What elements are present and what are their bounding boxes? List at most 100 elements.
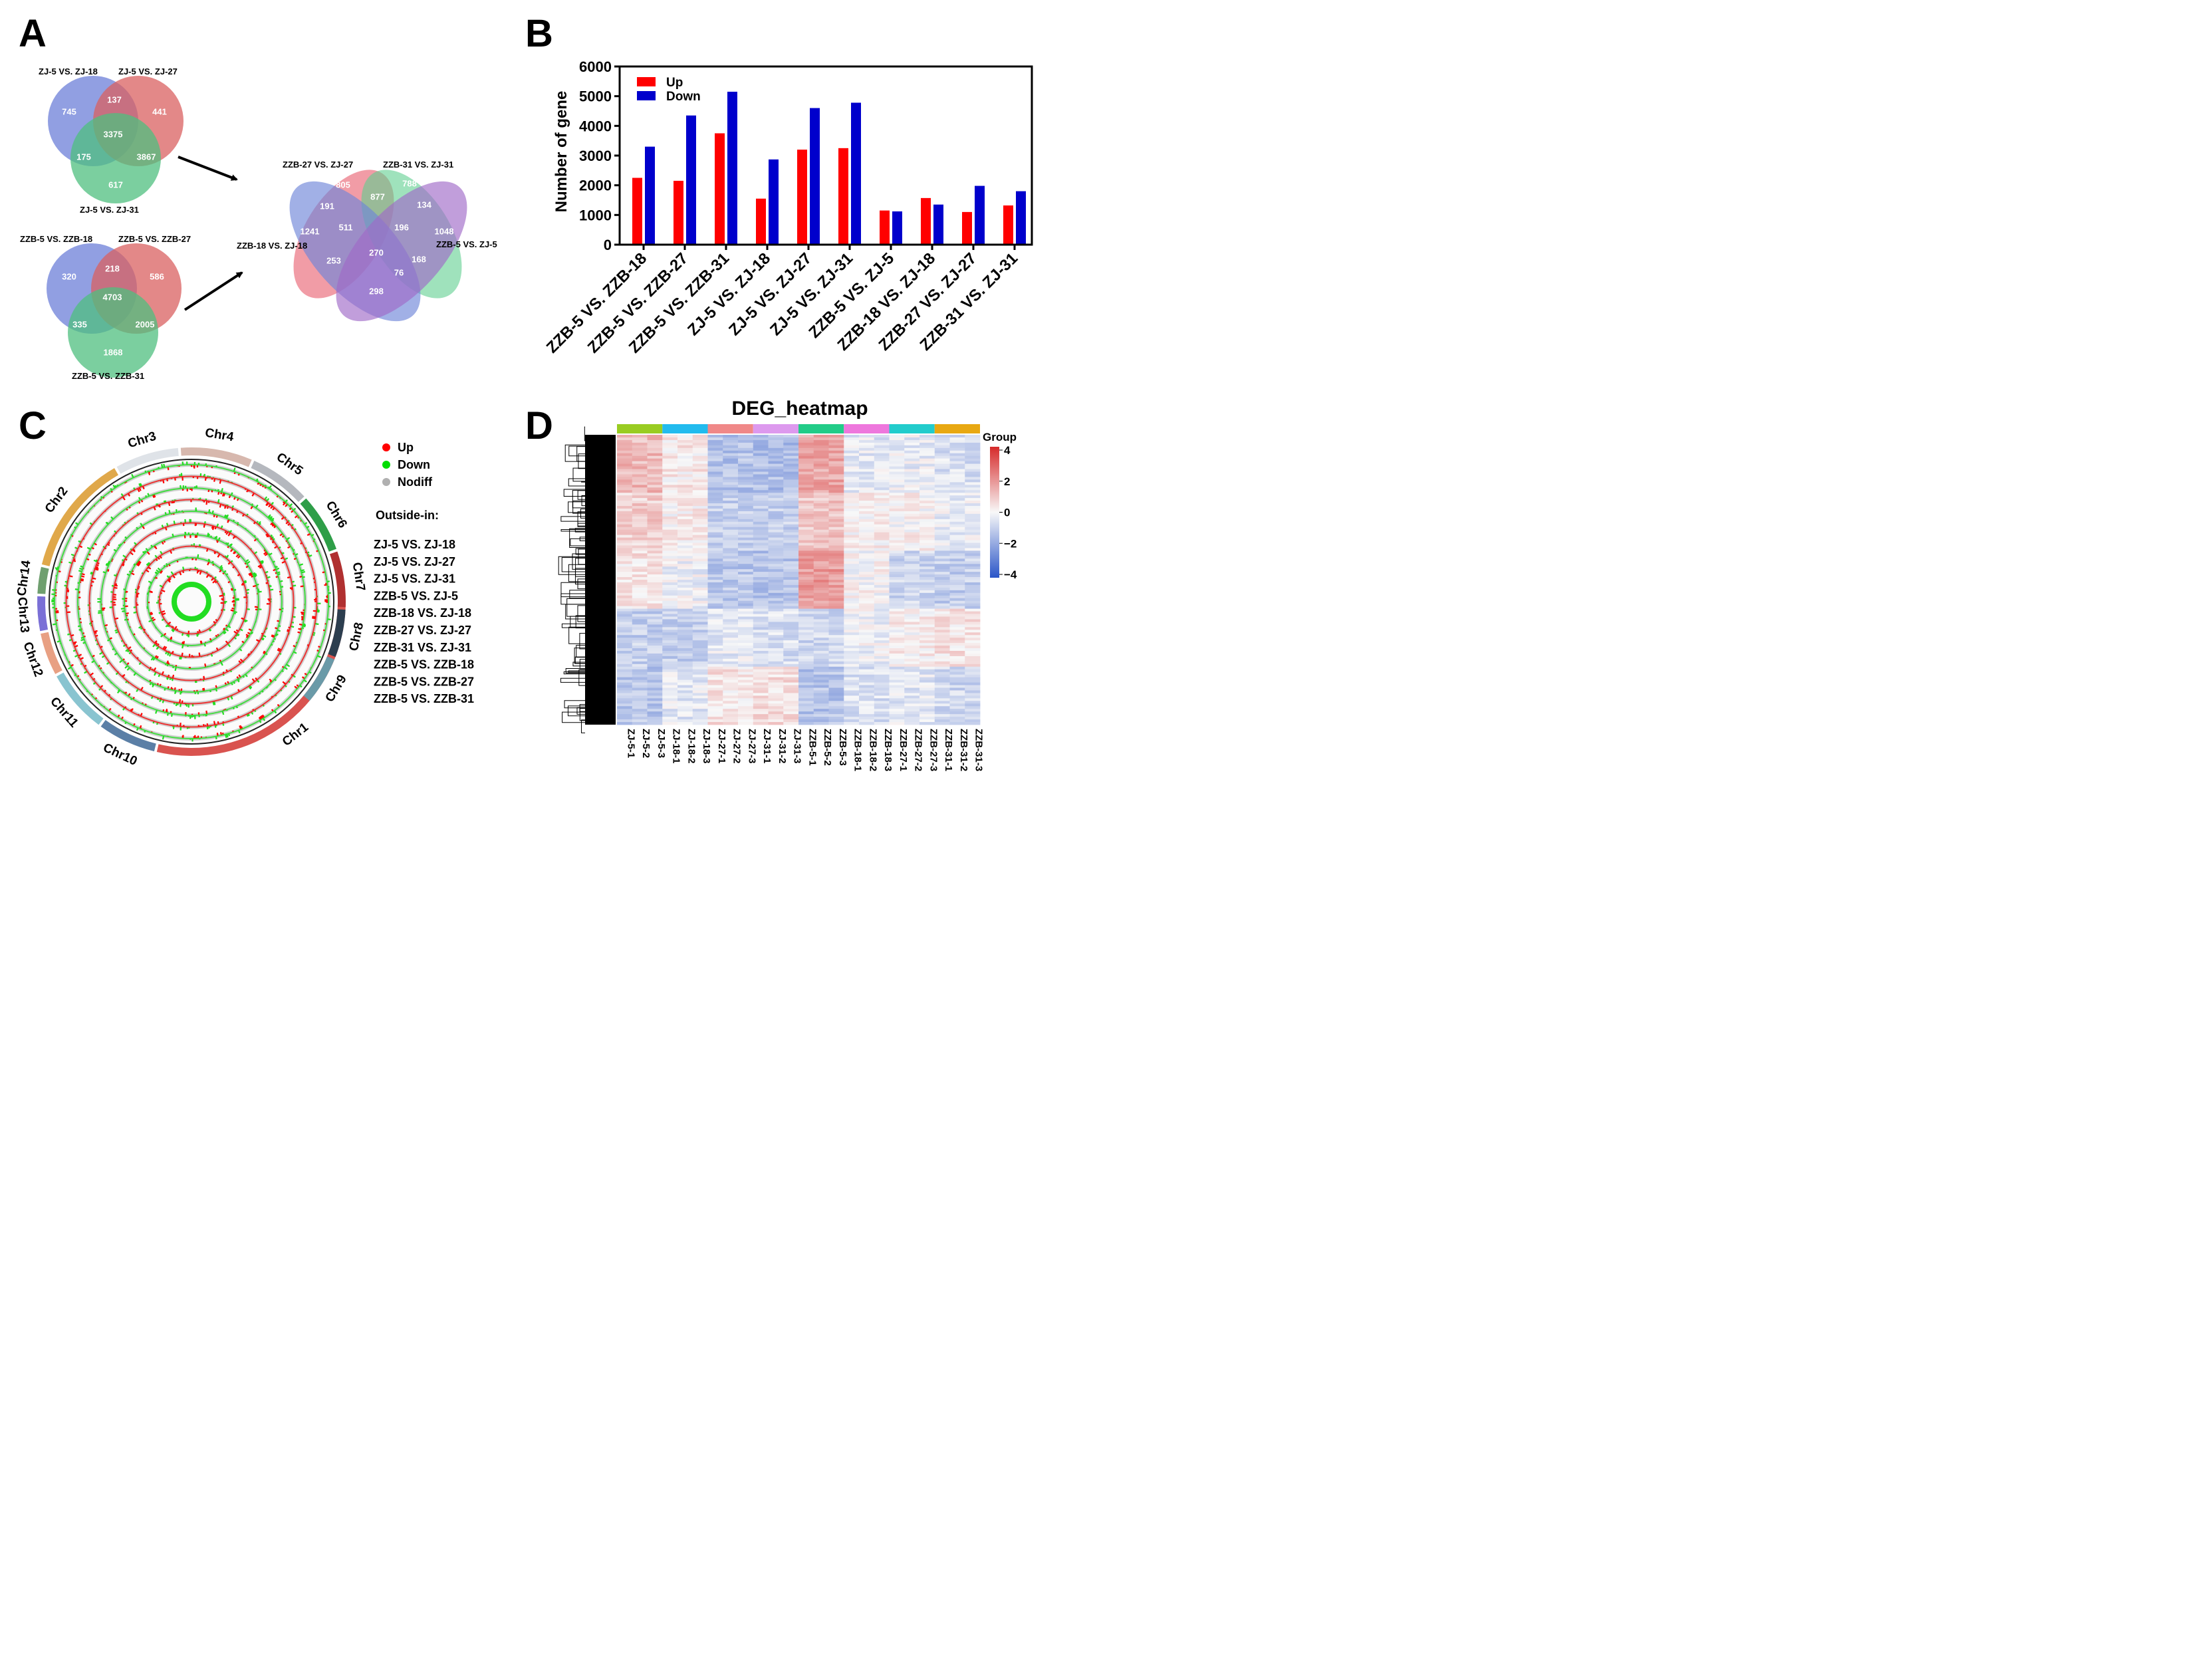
heatmap-cell (904, 661, 920, 665)
heatmap-cell (904, 577, 920, 580)
heatmap-cell (859, 455, 875, 459)
heatmap-cell (919, 677, 935, 681)
heatmap-cell (828, 669, 844, 673)
heatmap-cell (662, 587, 678, 591)
heatmap-cell (889, 640, 905, 644)
heatmap-cell (889, 485, 905, 488)
circos-up-mark (161, 589, 166, 592)
heatmap-cell (707, 572, 723, 575)
heatmap-cell (934, 682, 950, 685)
heatmap-cell (859, 656, 875, 660)
heatmap-cell (874, 614, 890, 617)
heatmap-cell (783, 439, 799, 443)
heatmap-cell (632, 511, 648, 515)
heatmap-cell (768, 516, 784, 520)
heatmap-cell (874, 435, 890, 438)
heatmap-cell (647, 535, 663, 538)
heatmap-cell (965, 503, 981, 507)
heatmap-cell (617, 590, 633, 594)
heatmap-cell (904, 508, 920, 512)
heatmap-cell (738, 608, 754, 612)
venn-four-count-4: 1048 (435, 227, 454, 237)
heatmap-cell (753, 635, 769, 638)
heatmap-cell (904, 635, 920, 638)
heatmap-cell (738, 717, 754, 720)
heatmap-cell (889, 527, 905, 531)
heatmap-cell (783, 513, 799, 517)
heatmap-cell (934, 542, 950, 546)
heatmap-cell (813, 569, 829, 572)
heatmap-cell (707, 501, 723, 504)
heatmap-cell (844, 638, 860, 641)
heatmap-cell (738, 632, 754, 636)
heatmap-cell (813, 627, 829, 630)
circos-chr-band-chr10 (100, 719, 156, 752)
heatmap-cell (753, 524, 769, 528)
heatmap-cell (723, 648, 739, 652)
heatmap-cell (813, 439, 829, 443)
heatmap-cell (723, 521, 739, 525)
heatmap-cell (768, 714, 784, 717)
heatmap-cell (723, 466, 739, 469)
heatmap-cell (965, 561, 981, 564)
heatmap-cell (692, 666, 708, 670)
heatmap-cell (813, 719, 829, 723)
heatmap-cell (617, 455, 633, 459)
heatmap-cell (889, 690, 905, 693)
circos-up-mark (154, 545, 158, 550)
heatmap-cell (949, 595, 965, 599)
heatmap-cell (828, 479, 844, 483)
heatmap-cell (904, 653, 920, 657)
heatmap-cell (677, 622, 693, 625)
heatmap-cell (949, 477, 965, 480)
heatmap-cell (647, 490, 663, 493)
heatmap-cell (949, 542, 965, 546)
heatmap-cell (844, 674, 860, 678)
heatmap-cell (828, 521, 844, 525)
heatmap-cell (844, 587, 860, 591)
heatmap-cell (889, 603, 905, 607)
heatmap-cell (677, 687, 693, 691)
heatmap-cell (662, 455, 678, 459)
heatmap-cell (647, 548, 663, 551)
heatmap-cell (738, 477, 754, 480)
circos-ring-label: ZZB-5 VS. ZZB-18 (374, 658, 474, 671)
heatmap-cell (934, 558, 950, 562)
heatmap-cell (919, 619, 935, 622)
heatmap-cell (647, 439, 663, 443)
heatmap-cell (798, 709, 814, 712)
heatmap-cell (934, 442, 950, 446)
heatmap-cell (662, 474, 678, 477)
heatmap-cell (874, 569, 890, 572)
heatmap-cell (677, 450, 693, 454)
heatmap-cell (617, 648, 633, 652)
heatmap-cell (617, 479, 633, 483)
heatmap-cell (753, 455, 769, 459)
heatmap-cell (889, 711, 905, 715)
heatmap-cell (753, 624, 769, 628)
heatmap-cell (889, 561, 905, 564)
heatmap-cell (723, 455, 739, 459)
heatmap-cell (662, 638, 678, 641)
heatmap-cell (632, 556, 648, 559)
heatmap-cell (874, 619, 890, 622)
heatmap-cell (798, 590, 814, 594)
heatmap-cell (677, 550, 693, 554)
heatmap-cell (798, 493, 814, 496)
heatmap-cell (798, 503, 814, 507)
heatmap-cell (904, 437, 920, 441)
heatmap-cell (753, 603, 769, 607)
heatmap-cell (874, 524, 890, 528)
heatmap-cell (859, 635, 875, 638)
heatmap-cell (934, 485, 950, 488)
heatmap-cell (798, 669, 814, 673)
heatmap-cell (844, 445, 860, 449)
heatmap-cell (738, 506, 754, 509)
heatmap-cell (707, 709, 723, 712)
heatmap-cell (844, 453, 860, 457)
heatmap-cell (934, 435, 950, 438)
heatmap-cell (919, 566, 935, 570)
circos-track-baseline (124, 534, 259, 669)
heatmap-cell (889, 679, 905, 683)
